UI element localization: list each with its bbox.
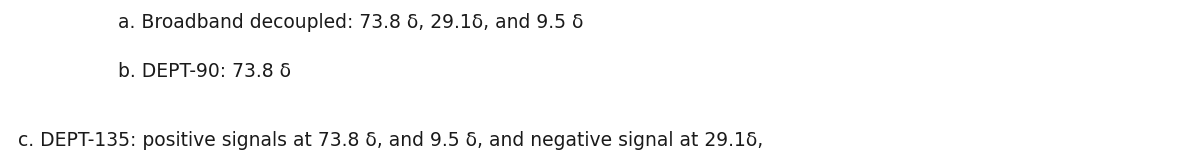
Text: b. DEPT-90: 73.8 δ: b. DEPT-90: 73.8 δ [118,62,292,81]
Text: a. Broadband decoupled: 73.8 δ, 29.1δ, and 9.5 δ: a. Broadband decoupled: 73.8 δ, 29.1δ, a… [118,13,583,32]
Text: c. DEPT-135: positive signals at 73.8 δ, and 9.5 δ, and negative signal at 29.1δ: c. DEPT-135: positive signals at 73.8 δ,… [18,131,763,150]
